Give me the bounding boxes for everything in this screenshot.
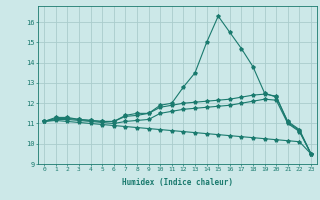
X-axis label: Humidex (Indice chaleur): Humidex (Indice chaleur)	[122, 178, 233, 187]
